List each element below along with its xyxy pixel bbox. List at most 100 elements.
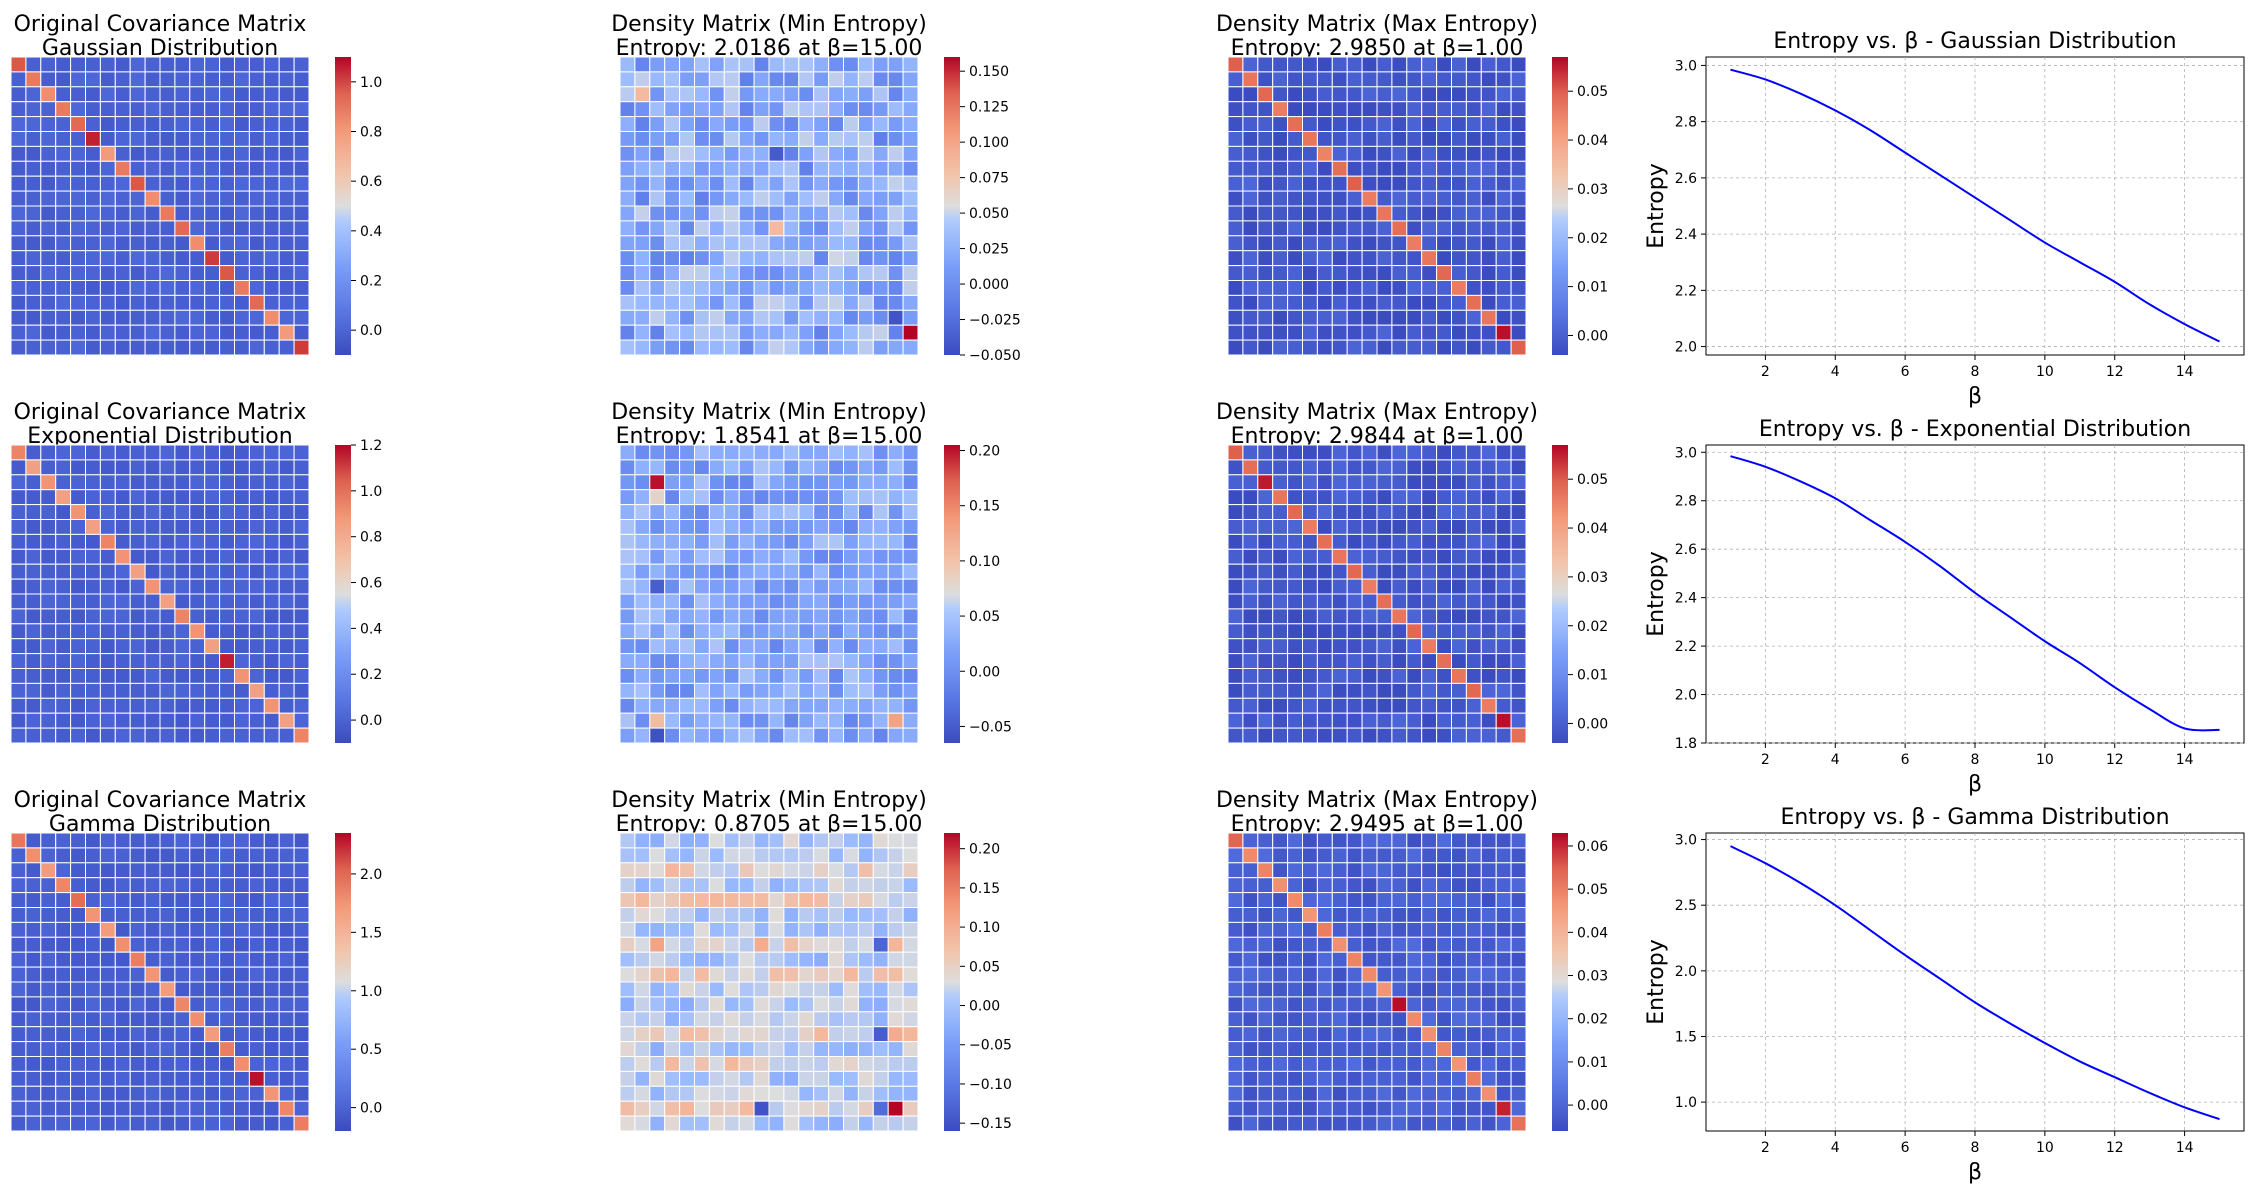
heatmap-cell: [649, 697, 666, 714]
heatmap-cell: [813, 877, 830, 894]
heatmap-cell: [55, 265, 72, 282]
heatmap-cell: [189, 101, 206, 118]
heatmap-cell: [723, 727, 740, 744]
heatmap-cell: [1302, 86, 1318, 103]
heatmap-cell: [1331, 116, 1348, 132]
heatmap-cell: [1421, 951, 1438, 968]
heatmap-cell: [694, 727, 710, 744]
heatmap-cell: [1346, 160, 1363, 177]
heatmap-cell: [887, 653, 904, 669]
heatmap-cell: [1227, 474, 1244, 491]
heatmap-cell: [1406, 519, 1423, 535]
heatmap-cell: [1361, 966, 1378, 983]
heatmap-cell: [204, 160, 221, 177]
heatmap-cell: [902, 862, 919, 879]
heatmap-cell: [1302, 339, 1318, 356]
heatmap-cell: [619, 160, 636, 177]
heatmap-cell: [99, 668, 116, 684]
heatmap-cell: [1480, 116, 1497, 132]
heatmap-cell: [25, 653, 42, 669]
heatmap-cell: [99, 847, 116, 864]
heatmap-cell: [1421, 712, 1438, 729]
heatmap-cell: [1316, 86, 1333, 103]
colorbar-tick-label: 0.15: [969, 881, 1000, 897]
heatmap-cell: [1480, 862, 1497, 879]
heatmap-cell: [1436, 71, 1452, 88]
heatmap-cell: [40, 504, 57, 521]
heatmap-cell: [1421, 504, 1438, 521]
heatmap-cell: [1391, 324, 1408, 341]
heatmap-cell: [783, 474, 800, 491]
heatmap-cell: [1331, 235, 1348, 252]
heatmap-cell: [738, 220, 755, 237]
heatmap-cell: [798, 623, 815, 640]
heatmap-cell: [634, 936, 651, 953]
heatmap-cell: [189, 921, 206, 938]
heatmap-cell: [1331, 996, 1348, 1013]
heatmap-cell: [1406, 309, 1423, 326]
heatmap-cell: [1346, 205, 1363, 222]
heatmap-cell: [263, 593, 280, 610]
heatmap-cell: [872, 563, 889, 580]
heatmap-cell: [159, 235, 176, 252]
heatmap-cell: [1436, 101, 1452, 118]
heatmap-cell: [1391, 921, 1408, 938]
heatmap-cell: [694, 832, 710, 849]
heatmap-cell: [293, 1115, 310, 1132]
heatmap-cell: [798, 727, 815, 744]
heatmap-cell: [174, 996, 191, 1013]
heatmap-cell: [1391, 235, 1408, 252]
heatmap-cell: [664, 1026, 681, 1043]
heatmap-cell: [40, 459, 57, 476]
heatmap-cell: [1465, 951, 1482, 968]
heatmap-cell: [10, 951, 27, 968]
heatmap-cell: [694, 877, 710, 894]
heatmap-cell: [843, 1070, 859, 1087]
heatmap-cell: [278, 101, 295, 118]
heatmap-cell: [783, 235, 800, 252]
heatmap-cell: [114, 220, 131, 237]
heatmap-cell: [219, 697, 236, 714]
colorbar-tick-label: 0.025: [969, 242, 1009, 258]
heatmap-cell: [293, 548, 310, 565]
heatmap-cell: [129, 877, 146, 894]
heatmap-cell: [1510, 638, 1527, 655]
heatmap-cell: [189, 578, 206, 595]
heatmap-cell: [872, 1070, 889, 1087]
heatmap-cell: [902, 668, 919, 684]
heatmap-cell: [768, 727, 785, 744]
heatmap-cell: [1257, 131, 1274, 147]
heatmap-cell: [248, 101, 265, 118]
heatmap-cell: [204, 205, 221, 222]
heatmap-cell: [1436, 1100, 1452, 1117]
heatmap-cell: [828, 1041, 844, 1057]
heatmap-cell: [99, 220, 116, 237]
heatmap-cell: [708, 86, 725, 103]
heatmap-cell: [1421, 593, 1438, 610]
heatmap-cell: [1242, 1100, 1259, 1117]
heatmap-cell: [159, 563, 176, 580]
heatmap-cell: [1406, 131, 1423, 147]
heatmap-cell: [1495, 951, 1512, 968]
heatmap-cell: [1495, 892, 1512, 908]
heatmap-cell: [204, 638, 221, 655]
heatmap-cell: [1421, 280, 1438, 296]
heatmap-cell: [1495, 966, 1512, 983]
heatmap-cell: [1495, 86, 1512, 103]
heatmap-cell: [738, 727, 755, 744]
heatmap-cell: [204, 101, 221, 118]
heatmap-cell: [99, 563, 116, 580]
heatmap-cell: [857, 936, 874, 953]
heatmap-cell: [1361, 294, 1378, 311]
heatmap-cell: [813, 966, 830, 983]
heatmap-cell: [248, 324, 265, 341]
heatmap-cell: [723, 1011, 740, 1028]
heatmap-cell: [1436, 712, 1452, 729]
heatmap-cell: [1495, 250, 1512, 267]
heatmap-cell: [293, 712, 310, 729]
heatmap-cell: [10, 1115, 27, 1132]
heatmap-cell: [1242, 548, 1259, 565]
heatmap-cell: [723, 862, 740, 879]
heatmap-cell: [857, 474, 874, 491]
heatmap-cell: [1436, 504, 1452, 521]
